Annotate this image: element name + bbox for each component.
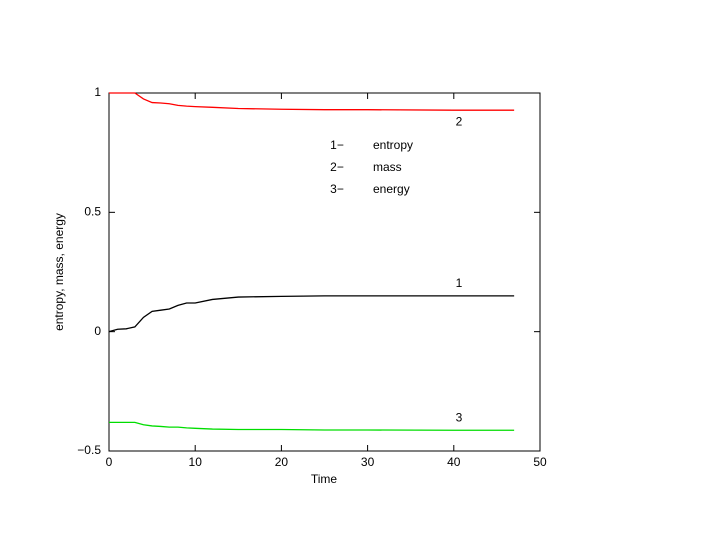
y-tick-label: −0.5 [77,443,101,457]
series-line [109,421,515,431]
curve-label: 3 [456,410,463,424]
y-axis-label: entropy, mass, energy [52,213,66,331]
legend-label: mass [373,160,402,174]
x-tick-label: 30 [361,455,375,469]
x-tick-label: 20 [275,455,289,469]
curve-label: 2 [456,114,463,128]
legend-key: 2− [330,160,344,174]
plot-frame [108,92,541,452]
x-tick-label: 40 [447,455,461,469]
curve-label: 1 [456,276,463,290]
legend-label: energy [373,182,410,196]
y-tick-label: 0 [94,324,101,338]
x-axis-label: Time [311,472,338,486]
y-tick-label: 0.5 [84,205,101,219]
legend-label: entropy [373,138,413,152]
series-line [109,92,515,111]
legend-key: 3− [330,182,344,196]
x-tick-label: 0 [106,455,113,469]
legend-key: 1− [330,138,344,152]
y-tick-label: 1 [94,85,101,99]
series-line [108,295,515,333]
x-tick-label: 10 [189,455,203,469]
x-tick-label: 50 [533,455,547,469]
